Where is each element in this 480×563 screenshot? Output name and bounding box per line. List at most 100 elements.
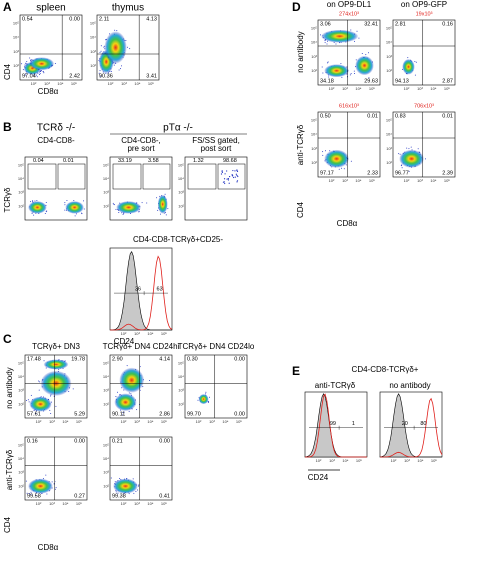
panel-title: CD4-CD8-TCRγδ+ xyxy=(352,365,419,374)
event-dot xyxy=(45,474,47,476)
quadrant-value: 90.36 xyxy=(99,73,113,79)
event-dot xyxy=(25,73,27,75)
density-blob xyxy=(324,149,349,168)
axis-tick-label: 10² xyxy=(329,86,335,91)
event-dot xyxy=(399,153,401,155)
event-dot xyxy=(31,212,33,214)
cell-count: 19x10³ xyxy=(416,11,433,17)
event-dot xyxy=(118,69,120,71)
gate-value: 3.58 xyxy=(148,158,159,164)
axis-tick-label: 10⁴ xyxy=(103,456,109,461)
event-dot xyxy=(350,160,352,162)
gate-value: 33.19 xyxy=(118,158,132,164)
event-dot xyxy=(165,214,167,216)
event-dot xyxy=(38,74,40,76)
event-dot xyxy=(164,193,166,195)
axis-tick-label: 10³ xyxy=(404,458,410,463)
axis-tick-label: 10⁴ xyxy=(430,86,436,91)
axis-tick-label: 10⁴ xyxy=(62,419,68,424)
event-dot xyxy=(123,213,125,215)
event-dot xyxy=(119,477,121,479)
gate-value: 98.68 xyxy=(223,158,237,164)
event-dot xyxy=(338,168,340,170)
event-dot xyxy=(64,202,66,204)
axis-tick-label: 10⁴ xyxy=(430,178,436,183)
quadrant-value: 2.87 xyxy=(442,78,453,84)
plot-frame xyxy=(392,111,456,178)
axis-tick-label: 10³ xyxy=(342,178,348,183)
event-dot xyxy=(100,50,102,52)
event-dot xyxy=(340,63,342,65)
quadrant-value: 2.86 xyxy=(159,411,170,417)
event-dot xyxy=(408,170,410,172)
panel-label: B xyxy=(3,120,12,134)
event-dot xyxy=(408,148,410,150)
gate xyxy=(217,163,246,190)
event-dot xyxy=(26,61,28,63)
event-dot xyxy=(319,34,321,36)
cell-count: 274x10³ xyxy=(339,11,359,17)
event-dot xyxy=(46,493,48,495)
plot-title: CD4-CD8- xyxy=(37,136,75,145)
quadrant-value: 0.41 xyxy=(159,493,170,499)
density-blob xyxy=(399,149,424,168)
quadrant-value: 0.01 xyxy=(367,113,378,119)
axis-tick-label: 10⁴ xyxy=(178,176,184,181)
event-dot xyxy=(25,480,27,482)
quadrant-value: 99.38 xyxy=(112,493,126,499)
plot-title: post sort xyxy=(201,144,232,153)
axis-tick-label: 10³ xyxy=(386,54,392,59)
event-dot xyxy=(26,492,28,494)
axis-tick-label: 10³ xyxy=(18,190,24,195)
event-dot xyxy=(29,57,31,59)
plot-title: no antibody xyxy=(389,381,430,390)
axis-tick-label: 10³ xyxy=(13,49,19,54)
event-dot xyxy=(38,389,40,391)
event-dot xyxy=(353,40,355,42)
event-dot xyxy=(197,399,199,401)
event-dot xyxy=(407,57,409,59)
axis-tick-label: 10² xyxy=(121,331,127,336)
hist-sample xyxy=(110,255,173,331)
event-dot xyxy=(232,169,234,172)
row-label: anti-TCRγδ xyxy=(5,449,14,490)
event-dot xyxy=(406,147,408,149)
event-dot xyxy=(99,75,101,77)
event-dot xyxy=(353,72,355,74)
axis-tick-label: 10³ xyxy=(417,86,423,91)
event-dot xyxy=(228,182,230,184)
density-blob xyxy=(198,394,209,405)
axis-tick-label: 10⁵ xyxy=(71,81,77,86)
y-axis-label: CD4 xyxy=(3,63,12,80)
event-dot xyxy=(75,213,77,215)
axis-tick-label: 10⁴ xyxy=(103,374,109,379)
density-blob xyxy=(116,201,141,214)
event-dot xyxy=(126,46,128,48)
axis-tick-label: 10⁴ xyxy=(18,374,24,379)
event-dot xyxy=(83,200,85,202)
event-dot xyxy=(228,175,231,178)
x-axis-label: CD8α xyxy=(38,87,59,96)
axis-tick-label: 10⁴ xyxy=(18,176,24,181)
event-dot xyxy=(112,202,114,204)
axis-tick-label: 10⁴ xyxy=(13,35,19,40)
event-dot xyxy=(45,201,47,203)
event-dot xyxy=(123,411,125,413)
event-dot xyxy=(328,76,330,78)
axis-tick-label: 10² xyxy=(36,419,42,424)
axis-tick-label: 10² xyxy=(108,81,114,86)
event-dot xyxy=(226,170,228,172)
event-dot xyxy=(51,481,53,483)
event-dot xyxy=(39,70,41,72)
axis-tick-label: 10² xyxy=(196,419,202,424)
event-dot xyxy=(26,64,28,66)
axis-tick-label: 10⁵ xyxy=(178,162,184,167)
axis-tick-label: 10⁴ xyxy=(90,35,96,40)
event-dot xyxy=(220,173,223,175)
event-dot xyxy=(36,200,38,202)
event-dot xyxy=(132,478,134,480)
plot-title: CD4-CD8-, xyxy=(121,136,161,145)
event-dot xyxy=(149,379,151,381)
event-dot xyxy=(114,29,116,31)
